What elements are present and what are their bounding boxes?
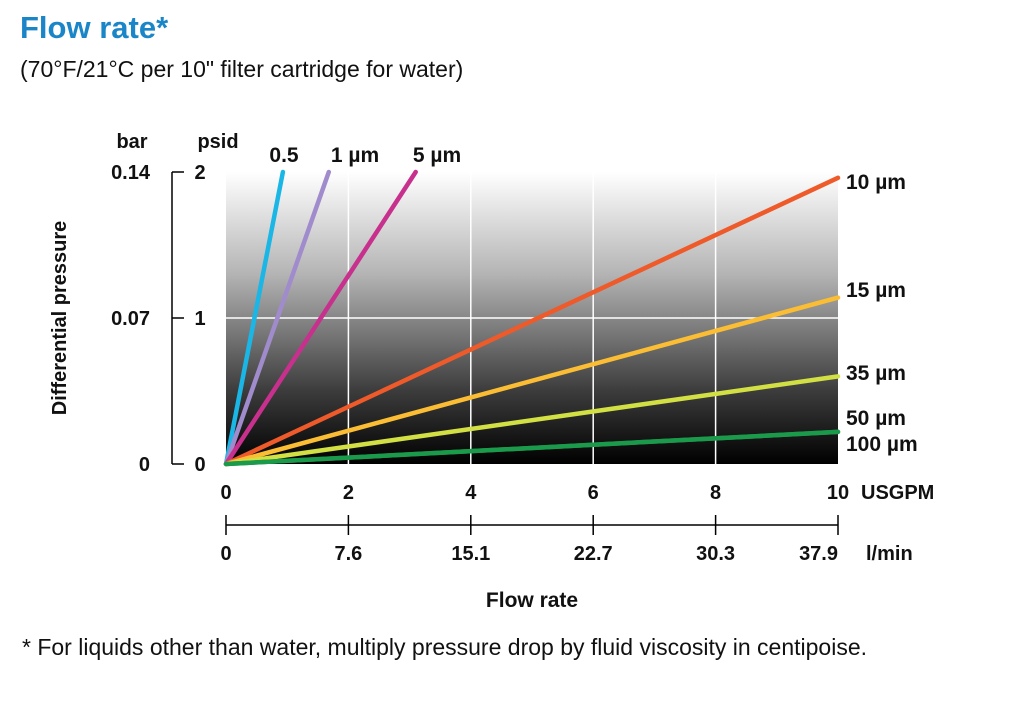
- series-line-5-um: [223, 169, 418, 467]
- y-axis-label: Differential pressure: [49, 221, 71, 416]
- chart-title: Flow rate*: [20, 10, 169, 45]
- series-line-1-um: [223, 169, 332, 467]
- y-tick-label-bar: 0: [139, 454, 150, 476]
- series-label-50-um: 50 µm: [846, 407, 906, 430]
- series-line-0-5: [223, 169, 286, 467]
- x2-tick-label-lmin: 0: [220, 543, 231, 565]
- chart-subtitle: (70°F/21°C per 10" filter cartridge for …: [20, 56, 464, 82]
- series-label-35-um: 35 µm: [846, 362, 906, 385]
- x-axis-label: Flow rate: [486, 589, 578, 612]
- x-tick-label-usgpm: 0: [220, 482, 231, 504]
- x-unit-usgpm: USGPM: [861, 482, 934, 504]
- series-line-35-um: [223, 374, 841, 467]
- series-label-100-um: 100 µm: [846, 433, 918, 456]
- y-tick-label-bar: 0.07: [111, 308, 150, 330]
- axes: 0 1 2 0 0.07 0.14 bar psid Differential pressure…: [49, 131, 934, 612]
- series-line-100-um: [223, 429, 841, 467]
- y-tick-label-psid: 1: [194, 308, 205, 330]
- y-tick-label-psid: 0: [194, 454, 205, 476]
- series-label-1-um: 1 µm: [331, 144, 379, 167]
- series-label-5-um: 5 µm: [413, 144, 461, 167]
- chart-labels: 0.5 1 µm 5 µm 10 µm 15 µm 35 µm 50 µm 100 µm: [269, 144, 917, 456]
- x-tick-label-usgpm: 8: [710, 482, 721, 504]
- series-label-10-um: 10 µm: [846, 171, 906, 194]
- y-unit-psid: psid: [197, 131, 238, 153]
- series-label-15-um: 15 µm: [846, 279, 906, 302]
- series-label-0-5: 0.5: [269, 144, 299, 167]
- x2-tick-label-lmin: 37.9: [799, 543, 838, 565]
- y-tick-label-bar: 0.14: [111, 162, 151, 184]
- series-lines: [223, 169, 841, 467]
- footnote: * For liquids other than water, multiply…: [22, 634, 868, 660]
- x-tick-label-usgpm: 4: [465, 482, 477, 504]
- x2-tick-label-lmin: 7.6: [334, 543, 362, 565]
- x2-tick-label-lmin: 30.3: [696, 543, 735, 565]
- y-tick-label-psid: 2: [194, 162, 205, 184]
- x2-unit-lmin: l/min: [866, 543, 913, 565]
- flow-rate-chart: 0 1 2 0 0.07 0.14 bar psid Differential pressure…: [49, 131, 934, 612]
- x2-tick-label-lmin: 15.1: [451, 543, 490, 565]
- series-line-15-um: [223, 295, 841, 467]
- x-tick-label-usgpm: 6: [588, 482, 599, 504]
- grid-lines: [226, 172, 838, 464]
- x-tick-label-usgpm: 2: [343, 482, 354, 504]
- y-unit-bar: bar: [116, 131, 147, 153]
- x-tick-label-usgpm: 10: [827, 482, 849, 504]
- x2-tick-label-lmin: 22.7: [574, 543, 613, 565]
- series-line-10-um: [223, 175, 841, 467]
